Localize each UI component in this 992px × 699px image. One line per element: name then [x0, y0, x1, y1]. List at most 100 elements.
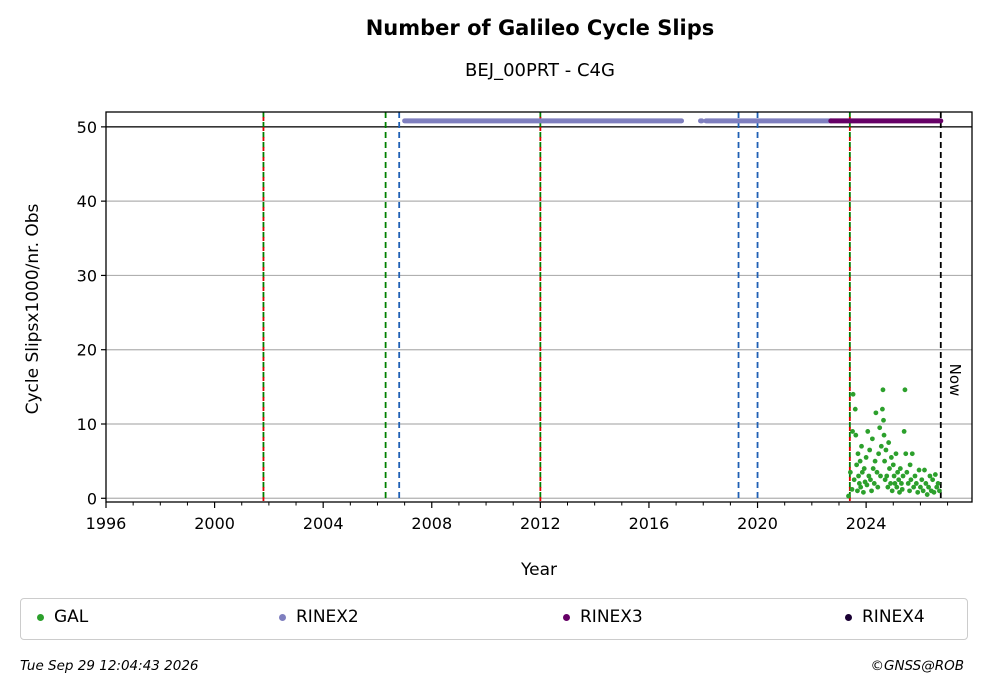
data-point-gal	[849, 486, 855, 492]
data-point-gal	[896, 477, 902, 483]
data-point-gal	[920, 488, 926, 494]
legend-marker-rinex3	[563, 613, 570, 621]
legend-marker-rinex4	[845, 613, 852, 621]
data-point-gal	[865, 429, 871, 434]
data-point-gal	[901, 429, 907, 434]
y-tick-label: 0	[87, 489, 97, 508]
legend-label-rinex3: RINEX3	[580, 607, 643, 627]
footer-timestamp: Tue Sep 29 12:04:43 2026	[20, 658, 199, 674]
data-point-gal	[926, 484, 931, 490]
data-point-gal	[909, 451, 915, 457]
data-point-gal	[855, 488, 860, 494]
x-tick-label: 2020	[737, 514, 778, 533]
data-point-gal	[887, 466, 892, 471]
chart-title: Number of Galileo Cycle Slips	[365, 16, 715, 40]
y-tick-label: 20	[77, 341, 97, 360]
data-point-gal	[903, 451, 909, 457]
data-point-gal	[899, 486, 905, 492]
x-tick-label: 2016	[629, 514, 670, 533]
data-point-gal	[874, 469, 880, 475]
data-point-gal	[851, 477, 857, 483]
y-axis-label: Cycle Slipsx1000/nr. Obs	[23, 203, 43, 414]
data-point-gal	[856, 481, 862, 486]
data-point-gal	[859, 469, 865, 475]
data-point-gal	[886, 440, 892, 445]
data-point-gal	[850, 429, 855, 434]
data-point-gal	[858, 484, 864, 490]
data-point-gal	[867, 447, 873, 453]
data-point-gal	[883, 447, 889, 453]
data-point-gal	[850, 391, 856, 397]
now-label: Now	[946, 364, 964, 397]
data-point-gal	[889, 488, 895, 494]
data-point-gal	[908, 477, 914, 483]
legend-item-rinex2: RINEX2	[279, 607, 359, 627]
data-point-gal	[892, 481, 898, 486]
data-point-gal	[912, 473, 918, 479]
data-point-gal	[888, 455, 894, 460]
data-point-gal	[864, 482, 870, 488]
data-point-gal	[899, 481, 904, 486]
data-point-gal	[871, 481, 877, 486]
legend-label-rinex2: RINEX2	[296, 607, 359, 627]
data-point-gal	[880, 387, 886, 393]
data-point-gal	[881, 432, 887, 438]
data-point-gal	[923, 481, 929, 486]
data-point-gal	[882, 477, 888, 483]
data-point-gal	[878, 443, 884, 449]
data-point-gal	[902, 387, 908, 393]
data-point-gal	[894, 484, 900, 490]
data-point-gal	[846, 493, 851, 499]
data-point-gal	[869, 436, 875, 442]
data-point-gal	[930, 477, 936, 483]
data-point-gal	[868, 477, 873, 483]
data-point-gal	[861, 489, 866, 495]
data-point-gal	[861, 466, 867, 471]
data-point-gal	[897, 466, 903, 471]
legend-item-gal: GAL	[37, 607, 88, 627]
data-point-gal	[875, 484, 881, 490]
data-point-gal	[876, 451, 882, 457]
data-point-gal	[847, 469, 853, 475]
data-point-gal	[855, 451, 861, 457]
data-point-gal	[863, 455, 869, 460]
data-point-gal	[881, 417, 886, 423]
data-point-gal	[919, 477, 925, 483]
data-point-gal	[904, 469, 910, 475]
data-point-gal	[884, 473, 890, 479]
data-point-gal	[852, 406, 858, 412]
data-point-gal	[907, 488, 912, 494]
legend-label-rinex4: RINEX4	[862, 607, 925, 627]
data-point-gal	[911, 484, 917, 490]
x-tick-label: 2012	[520, 514, 561, 533]
x-tick-label: 2000	[194, 514, 235, 533]
legend-item-rinex3: RINEX3	[563, 607, 643, 627]
data-point-gal	[895, 469, 901, 475]
data-point-gal	[853, 432, 859, 438]
x-tick-label: 2024	[846, 514, 887, 533]
y-tick-label: 10	[77, 415, 97, 434]
y-tick-label: 40	[77, 192, 97, 211]
data-point-gal	[885, 484, 891, 490]
data-point-gal	[870, 466, 876, 471]
data-point-gal	[900, 473, 906, 479]
legend-marker-gal	[37, 613, 44, 621]
data-point-gal	[878, 473, 883, 479]
x-axis-label: Year	[520, 560, 557, 580]
data-point-gal	[893, 451, 899, 457]
data-point-gal	[859, 443, 864, 449]
data-point-gal	[866, 473, 872, 479]
data-point-gal	[927, 473, 933, 479]
data-point-gal	[913, 481, 919, 486]
data-point-gal	[877, 425, 883, 431]
x-tick-label: 2004	[303, 514, 344, 533]
legend-label-gal: GAL	[54, 607, 89, 627]
data-point-gal	[872, 458, 878, 464]
data-point-gal	[924, 492, 930, 497]
data-point-gal	[856, 473, 861, 479]
data-point-gal	[907, 462, 913, 468]
x-tick-label: 2008	[411, 514, 452, 533]
data-point-gal	[869, 488, 874, 494]
x-tick-label: 1996	[86, 514, 127, 533]
